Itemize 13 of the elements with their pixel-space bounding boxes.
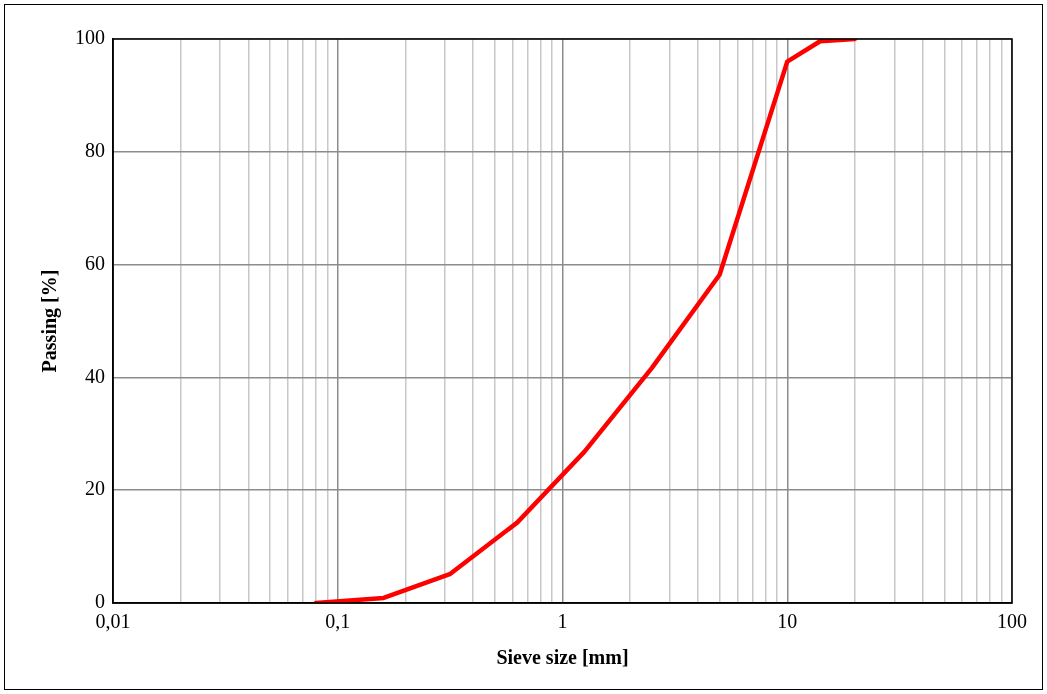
- y-tick-label: 40: [85, 364, 105, 387]
- y-tick-label: 60: [85, 251, 105, 274]
- y-tick-label: 0: [95, 590, 105, 613]
- x-tick-label: 1: [557, 610, 568, 633]
- x-tick-label: 100: [997, 610, 1027, 633]
- y-tick-label: 20: [85, 477, 105, 500]
- x-tick-label: 10: [777, 610, 798, 633]
- y-tick-label: 100: [75, 26, 105, 49]
- y-axis-title: Passing [%]: [38, 269, 62, 373]
- x-axis-title: Sieve size [mm]: [496, 646, 629, 669]
- x-tick-label: 0,01: [95, 610, 131, 633]
- y-tick-label: 80: [85, 139, 105, 162]
- x-tick-label: 0,1: [325, 610, 351, 633]
